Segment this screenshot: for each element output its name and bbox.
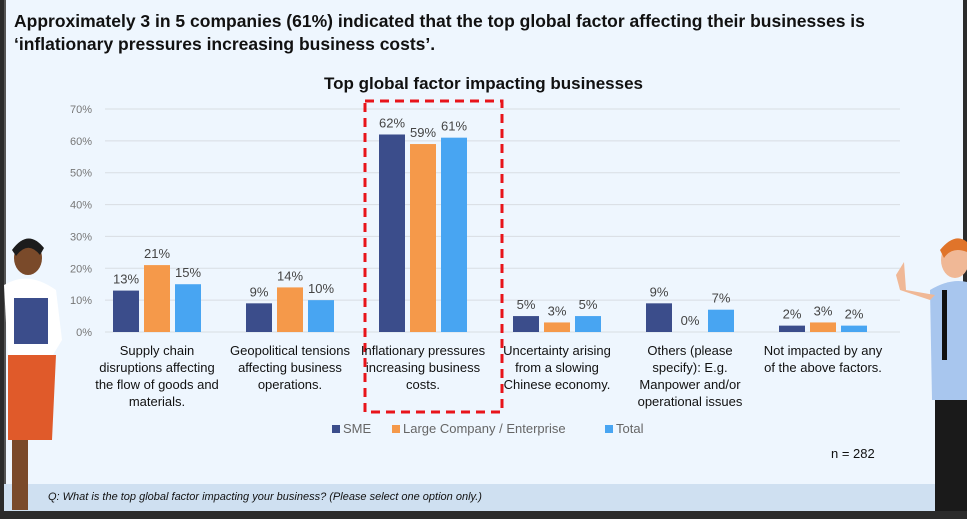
y-tick-label: 20% <box>70 263 92 275</box>
bar-total <box>441 137 467 332</box>
survey-question: Q: What is the top global factor impacti… <box>48 491 482 503</box>
data-label: 3% <box>548 303 567 318</box>
legend-total: Total <box>605 421 643 436</box>
data-label: 62% <box>379 115 405 130</box>
legend-large: Large Company / Enterprise <box>392 421 566 436</box>
data-label: 5% <box>517 297 536 312</box>
y-tick-label: 40% <box>70 200 92 212</box>
bar-large <box>410 144 436 332</box>
data-label: 15% <box>175 265 201 280</box>
data-label: 10% <box>308 281 334 296</box>
category-label: Inflationary pressures increasing busine… <box>360 343 486 392</box>
chart-title: Top global factor impacting businesses <box>324 74 643 93</box>
headline: Approximately 3 in 5 companies (61%) ind… <box>14 11 865 54</box>
bar-sme <box>646 303 672 332</box>
bar-sme <box>379 134 405 332</box>
legend-swatch-sme <box>332 424 340 433</box>
bar-large <box>810 322 836 332</box>
data-label: 9% <box>650 284 669 299</box>
bar-large <box>144 265 170 332</box>
slide-background <box>4 0 963 511</box>
data-label: 0% <box>681 313 700 328</box>
data-label: 2% <box>783 307 802 322</box>
category-label: Geopolitical tensions affecting business… <box>230 343 350 392</box>
bar-sme <box>779 325 805 332</box>
legend-label: SME <box>343 421 372 436</box>
data-label: 5% <box>579 297 598 312</box>
bar-total <box>308 300 334 332</box>
data-label: 59% <box>410 125 436 140</box>
data-label: 2% <box>845 307 864 322</box>
woman-illustration <box>4 238 62 510</box>
data-label: 13% <box>113 272 139 287</box>
bar-total <box>708 309 734 332</box>
y-tick-label: 10% <box>70 295 92 307</box>
legend-label: Large Company / Enterprise <box>403 421 566 436</box>
legend-swatch-large <box>392 424 400 433</box>
bar-sme <box>513 316 539 332</box>
data-label: 9% <box>250 284 269 299</box>
data-label: 7% <box>712 291 731 306</box>
legend-label: Total <box>616 421 644 436</box>
y-tick-label: 50% <box>70 168 92 180</box>
sample-size: n = 282 <box>831 446 875 461</box>
legend-swatch-total <box>605 424 613 433</box>
data-label: 3% <box>814 303 833 318</box>
bar-sme <box>246 303 272 332</box>
bar-total <box>841 325 867 332</box>
highlight-box <box>363 99 504 414</box>
category-label: Others (please specify): E.g. Manpower a… <box>637 343 743 409</box>
category-label: Supply chain disruptions affecting the f… <box>95 343 219 409</box>
category-label: Not impacted by any of the above factors… <box>763 343 883 375</box>
man-illustration <box>896 238 967 511</box>
footer-band <box>4 484 961 511</box>
bar-large <box>277 287 303 332</box>
y-tick-label: 0% <box>76 327 92 339</box>
y-tick-label: 30% <box>70 231 92 243</box>
bar-sme <box>113 290 139 332</box>
bar-large <box>544 322 570 332</box>
bar-total <box>175 284 201 332</box>
data-label: 61% <box>441 119 467 134</box>
data-label: 14% <box>277 268 303 283</box>
legend-sme: SME <box>332 421 371 436</box>
category-label: Uncertainty arising from a slowing Chine… <box>503 343 611 392</box>
y-tick-label: 70% <box>70 104 92 116</box>
bar-total <box>575 316 601 332</box>
data-label: 21% <box>144 246 170 261</box>
y-tick-label: 60% <box>70 136 92 148</box>
